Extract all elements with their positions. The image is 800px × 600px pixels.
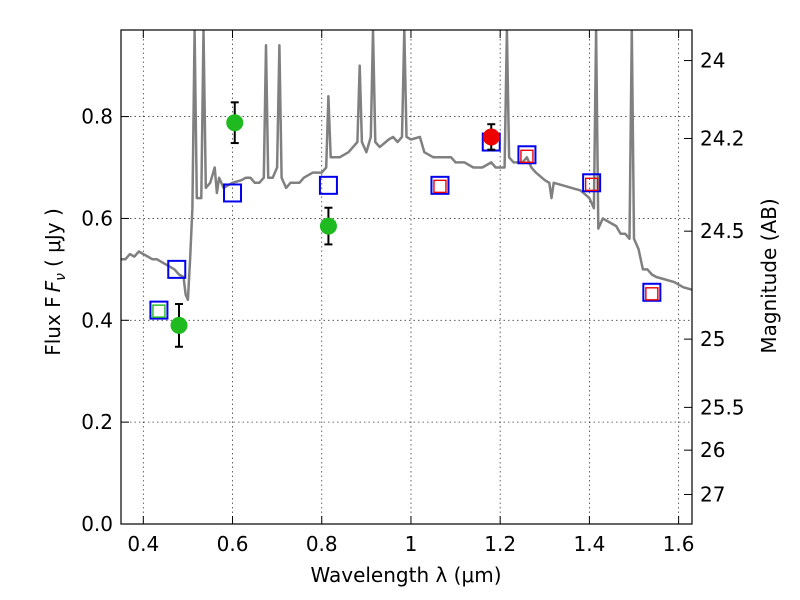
x-tick-label: 1.4	[573, 532, 605, 556]
model-spectrum	[121, 30, 692, 302]
y-tick-label: 0.0	[81, 512, 113, 536]
plot-frame	[120, 29, 693, 525]
right-axis-label-group: Magnitude (AB)	[757, 198, 781, 353]
x-tick-label: 0.6	[217, 532, 249, 556]
inner-square	[645, 287, 659, 301]
model-square	[517, 145, 537, 165]
inner-square	[152, 304, 166, 318]
y-tick-label: 0.2	[81, 410, 113, 434]
data-point	[170, 316, 188, 334]
y-axis-label-text: Flux F	[41, 296, 65, 355]
y-axis-label-f: F	[41, 280, 65, 292]
right-tick-label: 26	[700, 438, 725, 462]
x-axis-label: Wavelength λ (μm)	[310, 563, 501, 587]
right-tick-label: 24.2	[700, 126, 745, 150]
y-tick-label: 0.6	[81, 206, 113, 230]
y-tick-label: 0.8	[81, 105, 113, 129]
spectrum-line	[121, 30, 692, 302]
inner-square	[520, 149, 534, 164]
x-tick-label: 0.4	[127, 532, 159, 556]
y-tick-label: 0.4	[81, 308, 113, 332]
y-axis-label-group: Flux F Fν ( μJy )	[41, 208, 69, 356]
photometry-points	[149, 101, 662, 348]
data-point	[319, 217, 337, 235]
model-square	[582, 173, 602, 193]
data-point	[226, 114, 244, 132]
y-axis-label-subscript: ν	[53, 273, 69, 281]
model-square	[149, 300, 169, 320]
y-axis-label: Flux F Fν ( μJy )	[41, 208, 69, 356]
model-square	[642, 282, 662, 302]
axes: 0.4 0.6 0.8 1 1.2 1.4 1.6 0.0 0.2 0.4 0.6 0.8 24 24.2…	[81, 29, 745, 556]
right-tick-label: 25	[700, 327, 725, 351]
y-axis-label-unit: ( μJy )	[41, 208, 65, 267]
right-tick-label: 24	[700, 49, 725, 73]
inner-square	[433, 179, 447, 194]
x-tick-label: 0.8	[306, 532, 338, 556]
x-tick-label: 1	[405, 532, 418, 556]
right-tick-label: 24.5	[700, 219, 745, 243]
x-tick-label: 1.6	[663, 532, 695, 556]
model-square	[318, 175, 338, 195]
right-tick-label: 27	[700, 482, 725, 506]
model-square	[167, 259, 187, 279]
inner-square	[584, 177, 599, 192]
x-tick-label: 1.2	[484, 532, 516, 556]
right-tick-label: 25.5	[700, 395, 745, 419]
model-square	[430, 175, 450, 195]
right-axis-label: Magnitude (AB)	[757, 198, 781, 353]
data-point	[482, 128, 500, 146]
model-square	[223, 183, 243, 203]
